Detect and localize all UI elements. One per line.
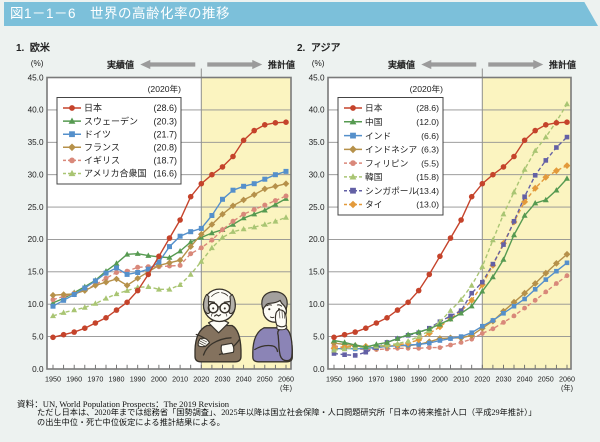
svg-text:(6.3): (6.3) [421, 145, 439, 155]
svg-text:45.0: 45.0 [28, 73, 44, 82]
svg-text:2040: 2040 [517, 374, 533, 383]
svg-text:2060: 2060 [278, 374, 294, 383]
svg-text:フィリピン: フィリピン [365, 158, 408, 168]
svg-text:40.0: 40.0 [309, 106, 325, 115]
svg-text:シンガポール: シンガポール [365, 186, 417, 196]
svg-text:45.0: 45.0 [309, 73, 325, 82]
svg-text:フランス: フランス [84, 143, 120, 153]
svg-text:韓国: 韓国 [365, 172, 382, 182]
svg-text:推計値: 推計値 [268, 59, 295, 70]
svg-text:2020: 2020 [193, 374, 209, 383]
svg-text:2030: 2030 [496, 374, 512, 383]
svg-text:35.0: 35.0 [28, 138, 44, 147]
svg-text:実績値: 実績値 [388, 59, 415, 70]
svg-text:(13.4): (13.4) [416, 186, 439, 196]
svg-text:1970: 1970 [87, 374, 103, 383]
svg-text:2010: 2010 [172, 374, 188, 383]
svg-text:(%): (%) [312, 59, 325, 68]
svg-text:5.0: 5.0 [32, 332, 44, 341]
svg-text:イギリス: イギリス [84, 156, 120, 166]
svg-text:(%): (%) [31, 59, 44, 68]
svg-text:日本: 日本 [84, 102, 102, 113]
svg-text:1980: 1980 [390, 374, 406, 383]
svg-text:タイ: タイ [365, 200, 382, 210]
svg-text:(年): (年) [561, 384, 573, 393]
svg-text:20.0: 20.0 [309, 235, 325, 244]
svg-text:スウェーデン: スウェーデン [84, 115, 138, 126]
svg-text:0.0: 0.0 [32, 365, 44, 374]
svg-text:実績値: 実績値 [107, 59, 134, 70]
svg-text:1960: 1960 [66, 374, 82, 383]
svg-text:1960: 1960 [347, 374, 363, 383]
svg-text:40.0: 40.0 [28, 106, 44, 115]
svg-text:1970: 1970 [368, 374, 384, 383]
svg-text:ドイツ: ドイツ [84, 129, 111, 139]
svg-text:(年): (年) [280, 384, 292, 393]
svg-text:0.0: 0.0 [313, 365, 325, 374]
svg-text:2000: 2000 [432, 374, 448, 383]
svg-text:(13.0): (13.0) [416, 200, 439, 210]
svg-text:1990: 1990 [411, 374, 427, 383]
svg-text:30.0: 30.0 [309, 171, 325, 180]
svg-text:1990: 1990 [130, 374, 146, 383]
svg-text:(16.6): (16.6) [153, 169, 177, 179]
svg-text:2020: 2020 [474, 374, 490, 383]
svg-text:(18.7): (18.7) [153, 156, 177, 166]
svg-text:(28.6): (28.6) [153, 103, 177, 113]
svg-text:推計値: 推計値 [549, 59, 576, 70]
svg-text:35.0: 35.0 [309, 138, 325, 147]
svg-text:インド: インド [365, 131, 391, 141]
svg-text:1950: 1950 [326, 374, 342, 383]
svg-text:インドネシア: インドネシア [365, 145, 417, 155]
svg-text:30.0: 30.0 [28, 171, 44, 180]
svg-text:(6.6): (6.6) [421, 131, 439, 141]
svg-text:(2020年): (2020年) [148, 83, 182, 94]
svg-text:2040: 2040 [236, 374, 252, 383]
svg-text:(21.7): (21.7) [153, 129, 177, 139]
svg-text:(5.5): (5.5) [421, 158, 439, 168]
svg-text:25.0: 25.0 [309, 203, 325, 212]
svg-text:2030: 2030 [215, 374, 231, 383]
svg-text:1980: 1980 [109, 374, 125, 383]
svg-text:(2020年): (2020年) [410, 83, 444, 94]
svg-text:(28.6): (28.6) [416, 103, 439, 113]
svg-text:2050: 2050 [538, 374, 554, 383]
svg-text:25.0: 25.0 [28, 203, 44, 212]
svg-text:中国: 中国 [365, 116, 382, 127]
svg-text:15.0: 15.0 [309, 268, 325, 277]
svg-text:10.0: 10.0 [309, 300, 325, 309]
svg-text:2060: 2060 [559, 374, 575, 383]
svg-text:(15.8): (15.8) [416, 172, 439, 182]
svg-text:2050: 2050 [257, 374, 273, 383]
svg-text:5.0: 5.0 [313, 332, 325, 341]
svg-text:2000: 2000 [151, 374, 167, 383]
svg-text:(20.3): (20.3) [153, 116, 177, 126]
svg-text:(12.0): (12.0) [416, 117, 439, 127]
svg-text:(20.8): (20.8) [153, 143, 177, 153]
svg-text:アメリカ合衆国: アメリカ合衆国 [84, 168, 147, 179]
svg-text:15.0: 15.0 [28, 268, 44, 277]
svg-text:20.0: 20.0 [28, 235, 44, 244]
svg-text:10.0: 10.0 [28, 300, 44, 309]
svg-text:日本: 日本 [365, 102, 383, 113]
svg-text:2010: 2010 [453, 374, 469, 383]
svg-text:1950: 1950 [45, 374, 61, 383]
